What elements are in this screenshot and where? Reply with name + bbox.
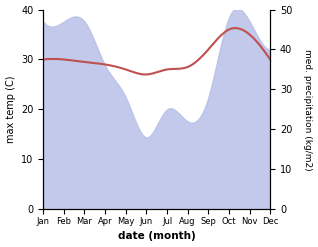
Y-axis label: med. precipitation (kg/m2): med. precipitation (kg/m2) bbox=[303, 49, 313, 170]
X-axis label: date (month): date (month) bbox=[118, 231, 196, 242]
Y-axis label: max temp (C): max temp (C) bbox=[5, 76, 16, 143]
